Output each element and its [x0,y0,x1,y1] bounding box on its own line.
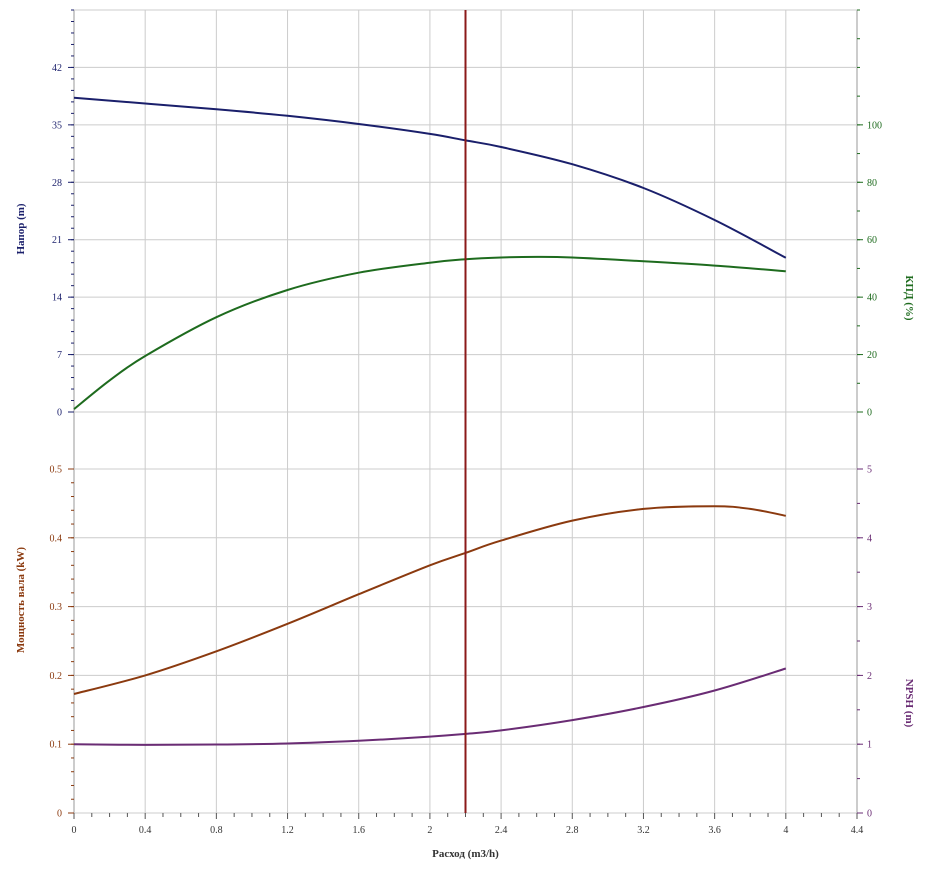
x-tick-label: 1.2 [281,825,294,836]
right-tick-label: 3 [867,602,872,613]
series-line [73,667,787,746]
right-tick-label: 5 [867,465,872,476]
ticks: 0 0.4 0.8 1.2 1.6 2 2.4 2.8 3.2 3.6 4 4.40714212835… [50,9,882,836]
right-tick-label: 4 [867,533,872,544]
left-tick-label: 0.3 [50,602,63,613]
left-tick-label: 21 [52,235,62,246]
series-line [73,96,787,259]
left-tick-label: 35 [52,120,62,131]
x-tick-label: 3.6 [708,825,721,836]
x-tick-label: 1.6 [352,825,365,836]
x-tick-label: 2 [427,825,432,836]
right-tick-label: 60 [867,235,877,246]
x-tick-label: 3.2 [637,825,650,836]
npsh-axis-title: NPSH (m) [903,679,915,728]
left-tick-label: 42 [52,63,62,74]
power-axis-title: Мощность вала (kW) [15,547,27,653]
left-tick-label: 0 [57,408,62,419]
right-tick-label: 100 [867,120,882,131]
x-tick-label: 2.4 [495,825,508,836]
right-tick-label: 1 [867,740,872,751]
x-axis-title: Расход (m3/h) [432,848,499,860]
left-tick-label: 7 [57,350,62,361]
right-tick-label: 0 [867,408,872,419]
left-tick-label: 0.4 [50,533,63,544]
right-tick-label: 40 [867,293,877,304]
x-tick-label: 4 [783,825,788,836]
x-tick-label: 0.8 [210,825,223,836]
x-tick-label: 0 [72,825,77,836]
head-axis-title: Напор (m) [15,203,27,254]
left-tick-label: 0.2 [50,671,63,682]
right-tick-label: 0 [867,809,872,820]
left-tick-label: 28 [52,178,62,189]
efficiency-axis-title: КПД (%) [903,275,915,321]
right-tick-label: 2 [867,671,872,682]
x-tick-label: 4.4 [851,825,864,836]
left-tick-label: 0 [57,809,62,820]
series-line [73,255,786,410]
x-tick-label: 0.4 [139,825,152,836]
left-tick-label: 14 [52,293,62,304]
right-tick-label: 80 [867,178,877,189]
x-tick-label: 2.8 [566,825,579,836]
left-tick-label: 0.5 [50,465,63,476]
right-tick-label: 20 [867,350,877,361]
left-tick-label: 0.1 [50,740,63,751]
